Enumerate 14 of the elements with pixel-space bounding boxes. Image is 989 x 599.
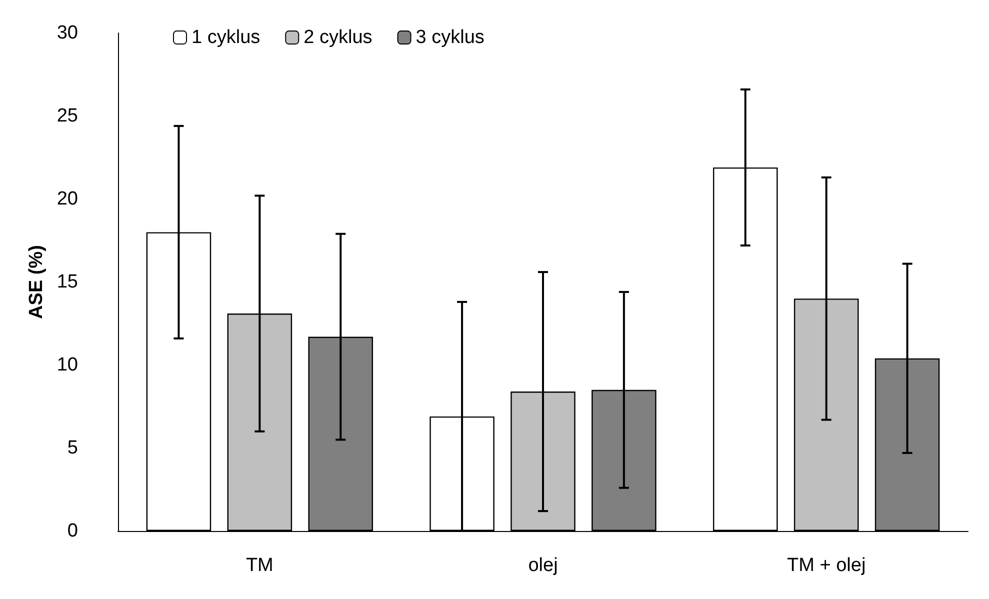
x-tick-label: TM + olej <box>786 555 866 576</box>
legend-label: 1 cyklus <box>192 27 260 48</box>
y-tick-label: 20 <box>56 188 78 210</box>
x-tick-label: TM <box>246 555 274 576</box>
legend-label: 3 cyklus <box>416 27 484 48</box>
y-axis-title: ASE (%) <box>26 245 47 319</box>
y-tick-label: 0 <box>67 520 78 542</box>
legend-label: 2 cyklus <box>304 27 372 48</box>
y-tick-label: 10 <box>56 354 78 376</box>
x-tick-label: olej <box>528 555 558 576</box>
y-tick-label: 5 <box>67 438 78 458</box>
y-tick-label: 30 <box>56 22 78 44</box>
y-tick-label: 15 <box>56 272 78 292</box>
y-tick-label: 25 <box>56 106 78 126</box>
